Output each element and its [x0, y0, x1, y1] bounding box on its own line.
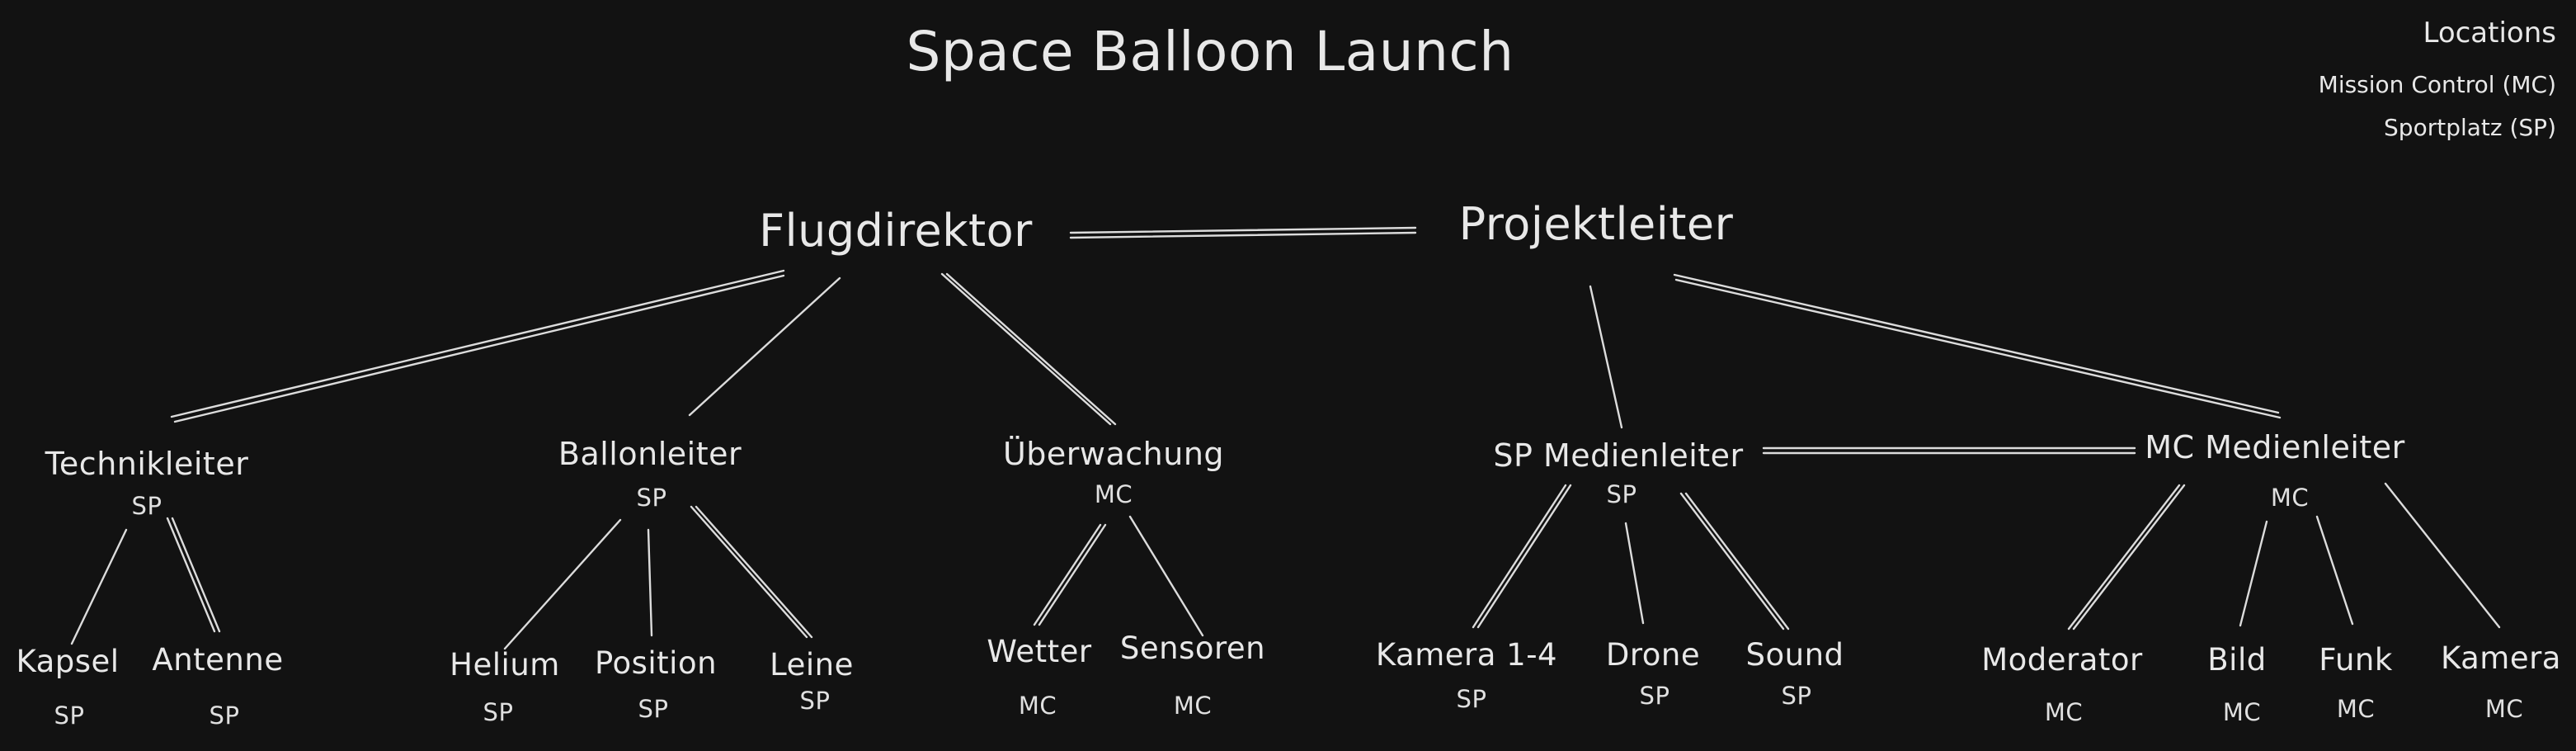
link-ueberwachung-wetter [1033, 523, 1102, 626]
diagram-title: Space Balloon Launch [906, 20, 1514, 83]
link-flugdirektor-ueberwachung [940, 272, 1112, 426]
node-sp-medienleiter: SP Medienleiter [1493, 437, 1744, 474]
loc-sound: SP [1781, 682, 1812, 710]
link-ballonleiter-leine [695, 505, 813, 639]
loc-sp-medienleiter: SP [1606, 480, 1637, 508]
link-sp-medienleiter-sound [1684, 492, 1790, 631]
link-flugdirektor-technikleiter [173, 274, 785, 423]
link-ueberwachung-sensoren [1128, 515, 1204, 637]
loc-moderator: MC [2044, 698, 2084, 726]
node-helium: Helium [450, 647, 560, 683]
link-sp-medienleiter-kamera14 [1472, 484, 1567, 629]
loc-leine: SP [799, 687, 831, 715]
link-mc-medienleiter-moderator [2072, 484, 2186, 631]
link-projektleiter-mc-medienleiter [1673, 273, 2280, 414]
node-technikleiter: Technikleiter [45, 446, 249, 482]
node-drone: Drone [1605, 637, 1701, 673]
node-funk: Funk [2319, 642, 2393, 678]
loc-sensoren: MC [1173, 692, 1213, 720]
link-ballonleiter-leine [690, 505, 808, 639]
node-antenne: Antenne [152, 642, 284, 678]
link-ballonleiter-helium [503, 518, 622, 650]
loc-mc-medienleiter: MC [2270, 484, 2310, 512]
link-sp-medienleiter-drone [1624, 522, 1645, 625]
link-ueberwachung-wetter [1038, 523, 1107, 626]
node-moderator: Moderator [1981, 642, 2143, 678]
link-technikleiter-antenne [166, 517, 216, 633]
link-flugdirektor-technikleiter [170, 269, 785, 418]
link-mc-medienleiter-bild [2239, 520, 2268, 627]
loc-technikleiter: SP [131, 492, 162, 520]
loc-ballonleiter: SP [636, 484, 667, 512]
node-leine: Leine [770, 647, 854, 683]
legend-item-sp: Sportplatz (SP) [2384, 114, 2556, 141]
loc-kamera-1-4: SP [1456, 685, 1487, 713]
node-sensoren: Sensoren [1119, 631, 1266, 666]
node-mc-medienleiter: MC Medienleiter [2145, 429, 2405, 465]
loc-helium: SP [483, 698, 514, 726]
loc-drone: SP [1639, 682, 1670, 710]
link-flugdirektor-ueberwachung [945, 272, 1117, 426]
link-flugdirektor-projektleiter [1069, 231, 1417, 239]
node-sound: Sound [1745, 637, 1844, 673]
node-projektleiter: Projektleiter [1458, 198, 1734, 250]
legend-item-mc: Mission Control (MC) [2318, 71, 2556, 98]
loc-wetter: MC [1018, 692, 1057, 720]
loc-bild: MC [2222, 698, 2262, 726]
loc-kamera: MC [2484, 695, 2524, 723]
link-ballonleiter-position [647, 528, 653, 637]
loc-kapsel: SP [54, 701, 85, 730]
node-position: Position [594, 645, 718, 681]
loc-ueberwachung: MC [1094, 480, 1133, 508]
link-technikleiter-antenne [171, 517, 221, 633]
link-flugdirektor-ballonleiter [688, 276, 841, 417]
legend-title: Locations [2423, 17, 2556, 50]
loc-funk: MC [2336, 695, 2376, 723]
link-flugdirektor-projektleiter [1069, 226, 1417, 234]
node-flugdirektor: Flugdirektor [759, 205, 1033, 257]
node-kamera-1-4: Kamera 1-4 [1375, 637, 1558, 673]
node-wetter: Wetter [987, 634, 1092, 669]
node-kapsel: Kapsel [16, 644, 120, 679]
link-projektleiter-sp-medienleiter [1589, 285, 1623, 429]
link-mc-medienleiter-funk [2315, 515, 2354, 626]
node-ballonleiter: Ballonleiter [558, 436, 742, 472]
loc-position: SP [638, 695, 669, 723]
node-ueberwachung: Überwachung [1002, 436, 1225, 472]
link-technikleiter-kapsel [70, 528, 128, 645]
link-sp-medienleiter-sound [1679, 492, 1785, 631]
link-sp-medienleiter-kamera14 [1476, 484, 1572, 629]
node-kamera: Kamera [2441, 640, 2561, 676]
node-bild: Bild [2207, 642, 2267, 678]
link-mc-medienleiter-moderator [2067, 484, 2181, 631]
link-mc-medienleiter-kamera [2384, 482, 2501, 629]
loc-antenne: SP [209, 701, 240, 730]
link-projektleiter-mc-medienleiter [1674, 278, 2282, 419]
